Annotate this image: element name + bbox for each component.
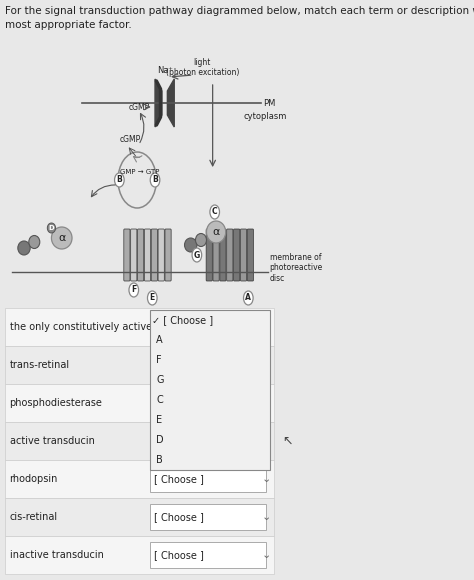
FancyBboxPatch shape	[247, 229, 254, 281]
Text: ⌄: ⌄	[261, 550, 271, 560]
Text: most appropriate factor.: most appropriate factor.	[6, 20, 132, 30]
Text: D: D	[48, 225, 55, 231]
Text: E: E	[150, 293, 155, 303]
Text: the only constitutively active enzyme: the only constitutively active enzyme	[9, 322, 193, 332]
FancyBboxPatch shape	[165, 229, 171, 281]
Polygon shape	[167, 79, 174, 127]
Ellipse shape	[29, 235, 40, 248]
Text: A: A	[156, 335, 163, 345]
Text: α: α	[58, 233, 65, 243]
FancyBboxPatch shape	[206, 229, 212, 281]
Text: F: F	[156, 355, 162, 365]
Circle shape	[210, 205, 219, 219]
Circle shape	[147, 291, 157, 305]
Text: G: G	[156, 375, 164, 385]
Circle shape	[115, 173, 124, 187]
FancyBboxPatch shape	[145, 229, 151, 281]
Text: PM: PM	[264, 99, 276, 107]
FancyBboxPatch shape	[220, 229, 226, 281]
Text: cGMP: cGMP	[129, 103, 150, 113]
Text: A: A	[246, 293, 251, 303]
Text: light
(photon excitation): light (photon excitation)	[166, 58, 239, 77]
FancyBboxPatch shape	[158, 229, 164, 281]
FancyBboxPatch shape	[149, 428, 266, 454]
FancyBboxPatch shape	[213, 229, 219, 281]
FancyBboxPatch shape	[6, 346, 274, 384]
Text: ✓ [ Choose ]: ✓ [ Choose ]	[152, 315, 213, 325]
Ellipse shape	[47, 223, 55, 233]
FancyBboxPatch shape	[240, 229, 246, 281]
Text: ⌄: ⌄	[261, 474, 271, 484]
FancyBboxPatch shape	[227, 229, 233, 281]
Ellipse shape	[207, 221, 226, 243]
Text: GMP → GTP: GMP → GTP	[119, 169, 159, 175]
Text: For the signal transduction pathway diagrammed below, match each term or descrip: For the signal transduction pathway diag…	[6, 6, 474, 16]
Circle shape	[129, 283, 138, 297]
Text: [ Choose ]: [ Choose ]	[154, 474, 203, 484]
FancyBboxPatch shape	[149, 466, 266, 492]
Text: [ Choose ]: [ Choose ]	[154, 436, 203, 446]
FancyBboxPatch shape	[149, 542, 266, 568]
Text: inactive transducin: inactive transducin	[9, 550, 103, 560]
FancyBboxPatch shape	[6, 308, 274, 346]
Text: Na⁺: Na⁺	[156, 66, 173, 75]
FancyBboxPatch shape	[6, 384, 274, 422]
FancyBboxPatch shape	[124, 229, 130, 281]
FancyBboxPatch shape	[6, 460, 274, 498]
FancyBboxPatch shape	[6, 498, 274, 536]
FancyBboxPatch shape	[149, 310, 270, 470]
Text: ⌄: ⌄	[261, 436, 271, 446]
Text: active transducin: active transducin	[9, 436, 94, 446]
Text: cytoplasm: cytoplasm	[244, 112, 287, 121]
Text: B: B	[152, 176, 158, 184]
Text: [ Choose ]: [ Choose ]	[154, 550, 203, 560]
Ellipse shape	[52, 227, 72, 249]
FancyBboxPatch shape	[234, 229, 240, 281]
Circle shape	[244, 291, 253, 305]
FancyBboxPatch shape	[149, 504, 266, 530]
Circle shape	[192, 248, 201, 262]
FancyBboxPatch shape	[6, 536, 274, 574]
Polygon shape	[155, 79, 162, 127]
FancyBboxPatch shape	[137, 229, 144, 281]
Text: trans-retinal: trans-retinal	[9, 360, 70, 370]
Text: ⌄: ⌄	[261, 512, 271, 522]
FancyBboxPatch shape	[6, 422, 274, 460]
FancyBboxPatch shape	[151, 229, 157, 281]
Text: C: C	[156, 395, 163, 405]
Text: α: α	[212, 227, 220, 237]
Circle shape	[150, 173, 160, 187]
Text: G: G	[194, 251, 200, 259]
FancyBboxPatch shape	[131, 229, 137, 281]
Text: cis-retinal: cis-retinal	[9, 512, 58, 522]
Text: C: C	[212, 208, 218, 216]
Text: rhodopsin: rhodopsin	[9, 474, 58, 484]
Text: E: E	[156, 415, 163, 425]
Text: membrane of
photoreactive
disc: membrane of photoreactive disc	[270, 253, 323, 283]
Ellipse shape	[195, 234, 207, 246]
Text: B: B	[156, 455, 163, 465]
Text: [ Choose ]: [ Choose ]	[154, 512, 203, 522]
Text: F: F	[131, 285, 137, 295]
Text: D: D	[156, 435, 164, 445]
Ellipse shape	[184, 238, 197, 252]
Text: B: B	[117, 176, 122, 184]
Ellipse shape	[18, 241, 30, 255]
Text: phosphodiesterase: phosphodiesterase	[9, 398, 102, 408]
Text: cGMP: cGMP	[120, 136, 141, 144]
Text: ↖: ↖	[283, 434, 293, 448]
